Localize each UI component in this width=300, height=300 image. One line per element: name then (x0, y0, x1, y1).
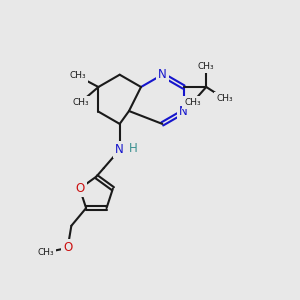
Text: CH₃: CH₃ (184, 98, 201, 107)
Text: CH₃: CH₃ (72, 98, 89, 107)
Text: CH₃: CH₃ (216, 94, 233, 103)
Text: O: O (63, 242, 72, 254)
Text: O: O (75, 182, 84, 195)
Text: CH₃: CH₃ (69, 71, 86, 80)
Text: CH₃: CH₃ (198, 62, 214, 71)
Text: N: N (115, 143, 124, 156)
Text: H: H (129, 142, 138, 155)
Text: CH₃: CH₃ (38, 248, 54, 257)
Text: N: N (158, 68, 167, 81)
Text: N: N (179, 105, 188, 118)
